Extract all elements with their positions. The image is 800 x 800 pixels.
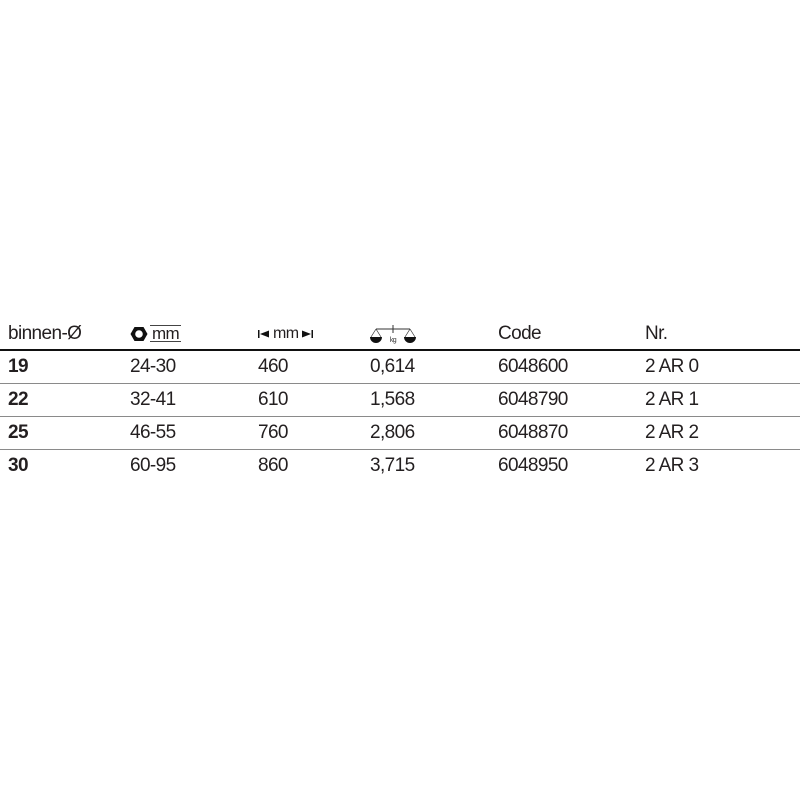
table-row: 22 32-41 610 1,568 6048790 2 AR 1 bbox=[0, 384, 800, 417]
length-left-arrow-icon bbox=[258, 329, 269, 338]
header-code: Code bbox=[498, 322, 542, 344]
cell-length: 610 bbox=[258, 389, 289, 410]
cell-diameter: 30 bbox=[8, 455, 29, 476]
cell-length: 460 bbox=[258, 356, 289, 377]
header-length: mm bbox=[258, 318, 314, 349]
cell-nr: 2 AR 3 bbox=[645, 455, 699, 476]
cell-range: 24-30 bbox=[130, 356, 176, 377]
cell-diameter: 19 bbox=[8, 356, 29, 377]
length-right-arrow-icon bbox=[302, 329, 314, 338]
product-spec-table: binnen-Ø mm mm kg Code Nr. 19 24-30 bbox=[0, 318, 800, 482]
table-header: binnen-Ø mm mm kg Code Nr. bbox=[0, 318, 800, 351]
header-length-unit: mm bbox=[273, 324, 299, 342]
cell-length: 760 bbox=[258, 422, 289, 443]
cell-weight: 1,568 bbox=[370, 389, 415, 410]
cell-nr: 2 AR 1 bbox=[645, 389, 699, 410]
header-wrench-unit: mm bbox=[150, 324, 182, 343]
header-weight: kg bbox=[370, 318, 416, 349]
cell-nr: 2 AR 0 bbox=[645, 356, 699, 377]
cell-weight: 0,614 bbox=[370, 356, 415, 377]
cell-code: 6048600 bbox=[498, 356, 568, 377]
cell-range: 46-55 bbox=[130, 422, 176, 443]
header-wrench-size: mm bbox=[130, 318, 182, 349]
cell-code: 6048790 bbox=[498, 389, 568, 410]
cell-diameter: 22 bbox=[8, 389, 29, 410]
cell-range: 60-95 bbox=[130, 455, 176, 476]
table-row: 25 46-55 760 2,806 6048870 2 AR 2 bbox=[0, 417, 800, 450]
weight-unit: kg bbox=[390, 337, 397, 344]
cell-range: 32-41 bbox=[130, 389, 176, 410]
cell-length: 860 bbox=[258, 455, 289, 476]
cell-diameter: 25 bbox=[8, 422, 29, 443]
cell-code: 6048950 bbox=[498, 455, 568, 476]
cell-code: 6048870 bbox=[498, 422, 568, 443]
cell-nr: 2 AR 2 bbox=[645, 422, 699, 443]
cell-weight: 3,715 bbox=[370, 455, 415, 476]
weight-scale-icon: kg bbox=[370, 324, 416, 344]
cell-weight: 2,806 bbox=[370, 422, 415, 443]
hex-nut-icon bbox=[130, 326, 148, 341]
table-row: 30 60-95 860 3,715 6048950 2 AR 3 bbox=[0, 450, 800, 482]
table-row: 19 24-30 460 0,614 6048600 2 AR 0 bbox=[0, 351, 800, 384]
header-inner-diameter: binnen-Ø bbox=[8, 322, 82, 344]
header-nr: Nr. bbox=[645, 322, 668, 344]
